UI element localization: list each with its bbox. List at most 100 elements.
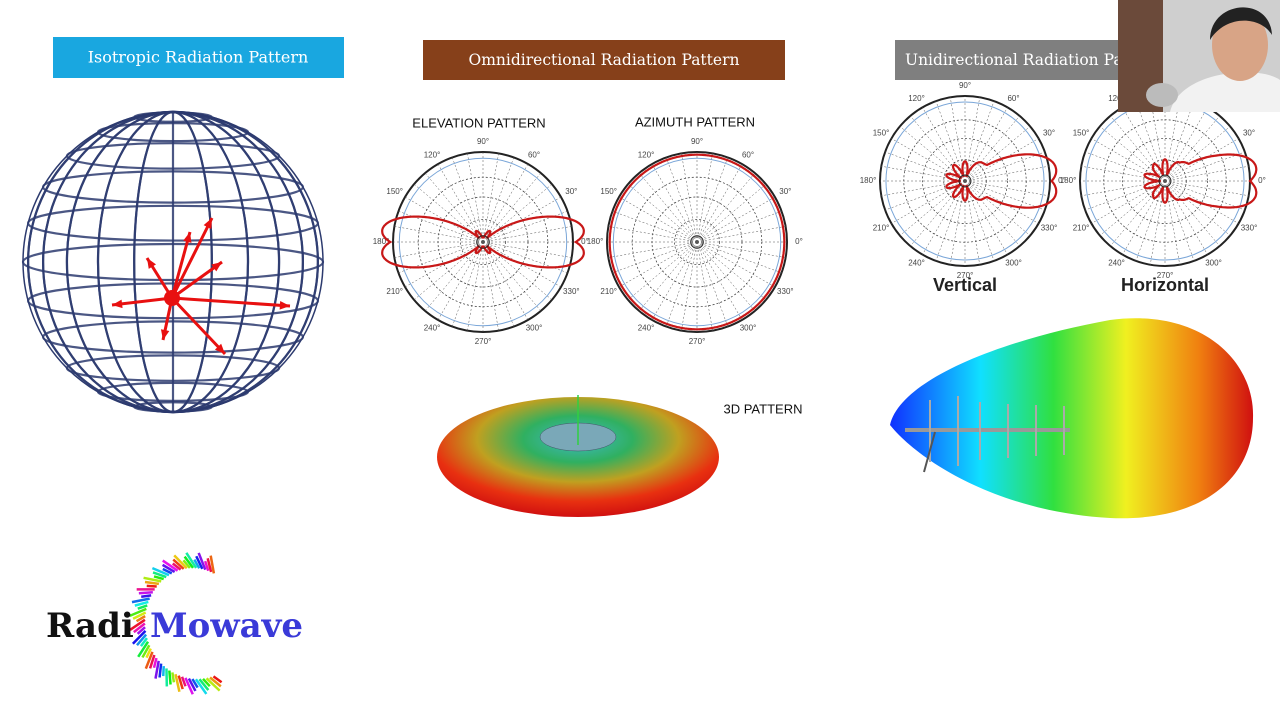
polar-spoke xyxy=(696,241,786,258)
angle-label: 30° xyxy=(1043,129,1055,138)
polar-spoke xyxy=(482,241,572,258)
pattern-trace xyxy=(381,215,585,269)
polar-ring xyxy=(922,138,1008,224)
angle-label: 60° xyxy=(742,151,754,160)
polar-spoke xyxy=(618,196,698,243)
polar-spoke xyxy=(1164,165,1249,182)
webcam-mic xyxy=(1146,83,1178,107)
polar-ring xyxy=(674,219,720,265)
logo-swirl xyxy=(129,552,223,695)
swirl-stroke xyxy=(136,633,148,646)
yagi-lobe xyxy=(890,318,1254,519)
swirl-stroke xyxy=(143,576,162,583)
polar-spoke xyxy=(618,241,698,288)
polar-ring xyxy=(612,157,782,327)
polar-spoke xyxy=(627,183,698,243)
logo-text: Mowave xyxy=(150,606,303,646)
polar-ring xyxy=(885,101,1045,261)
polar-spoke xyxy=(482,241,553,301)
polar-spoke xyxy=(398,241,484,274)
swirl-stroke xyxy=(171,672,176,683)
parallel xyxy=(21,242,325,282)
polar-spoke xyxy=(665,157,698,243)
polar-spoke xyxy=(696,241,782,274)
swirl-stroke xyxy=(152,571,167,579)
arrow-head xyxy=(183,232,192,243)
polar-spoke xyxy=(482,241,529,321)
swirl-stroke xyxy=(185,552,198,569)
polar-spoke xyxy=(696,226,786,243)
parallel xyxy=(27,282,319,320)
isotropic-title: Isotropic Radiation Pattern xyxy=(88,48,309,67)
parallel xyxy=(41,320,305,354)
angle-label: 120° xyxy=(1108,94,1125,103)
polar-spoke xyxy=(964,151,1045,182)
swirl-stroke xyxy=(174,673,181,693)
webcam-face xyxy=(1212,9,1268,81)
polar-spoke xyxy=(608,226,698,243)
angle-label: 90° xyxy=(959,81,971,90)
swirl-stroke xyxy=(137,641,150,658)
swirl-stroke xyxy=(136,626,146,635)
polar-spoke xyxy=(437,163,484,243)
arrow xyxy=(171,260,223,300)
center-ring xyxy=(958,174,972,188)
polar-spoke xyxy=(482,163,529,243)
swirl-stroke xyxy=(212,675,223,684)
cable xyxy=(923,431,936,473)
swirl-stroke xyxy=(193,558,201,569)
polar-ring xyxy=(398,157,568,327)
angle-label: 180° xyxy=(587,237,604,246)
pattern-3d-label: 3D PATTERN xyxy=(724,401,803,416)
polar-spoke xyxy=(482,183,553,243)
polar-spoke xyxy=(696,241,776,288)
angle-label: 210° xyxy=(600,287,617,296)
angle-label: 240° xyxy=(908,258,925,267)
polar-spoke xyxy=(665,241,698,327)
omni-title: Omnidirectional Radiation Pattern xyxy=(469,51,740,69)
vertical-label: Vertical xyxy=(933,275,997,295)
polar-plot: 0° 30° 60° 90° 120° 150° 180° 210° 240° 270° 300° 3… xyxy=(860,81,1066,280)
polar-spoke xyxy=(1164,180,1245,211)
polar-spoke xyxy=(696,241,767,301)
polar-spoke xyxy=(467,241,484,331)
swirl-stroke xyxy=(144,580,160,586)
angle-label: 30° xyxy=(565,187,577,196)
angle-label: 90° xyxy=(477,137,489,146)
angle-label: 270° xyxy=(475,337,492,346)
horizontal-label: Horizontal xyxy=(1121,275,1209,295)
title-box xyxy=(53,37,344,78)
pattern-trace xyxy=(945,153,1058,209)
polar-spoke xyxy=(964,180,1049,197)
angle-label: 150° xyxy=(873,129,890,138)
swirl-stroke xyxy=(137,604,148,610)
swirl-stroke xyxy=(195,555,204,570)
swirl-stroke xyxy=(191,678,199,689)
swirl-stroke xyxy=(197,552,207,571)
swirl-stroke xyxy=(132,611,147,620)
arrow-head xyxy=(279,301,290,310)
arrow xyxy=(170,296,227,356)
polar-ring xyxy=(1122,138,1208,224)
angle-label: 180° xyxy=(373,237,390,246)
angle-label: 270° xyxy=(1157,271,1174,280)
polar-spoke xyxy=(608,241,698,258)
angle-label: 330° xyxy=(777,287,794,296)
swirl-stroke xyxy=(141,594,152,598)
swirl-stroke xyxy=(202,678,211,688)
angle-label: 300° xyxy=(1005,258,1022,267)
angle-label: 270° xyxy=(957,271,974,280)
polar-spoke xyxy=(482,241,499,331)
swirl-stroke xyxy=(173,554,188,570)
angle-label: 330° xyxy=(1241,224,1258,233)
polar-spoke xyxy=(451,241,484,327)
polar-spoke xyxy=(696,163,743,243)
angle-label: 120° xyxy=(424,151,441,160)
parallel xyxy=(96,381,250,403)
swirl-stroke xyxy=(183,555,195,569)
polar-spoke xyxy=(482,153,499,243)
polar-spoke xyxy=(696,210,782,243)
swirl-stroke xyxy=(161,563,176,574)
